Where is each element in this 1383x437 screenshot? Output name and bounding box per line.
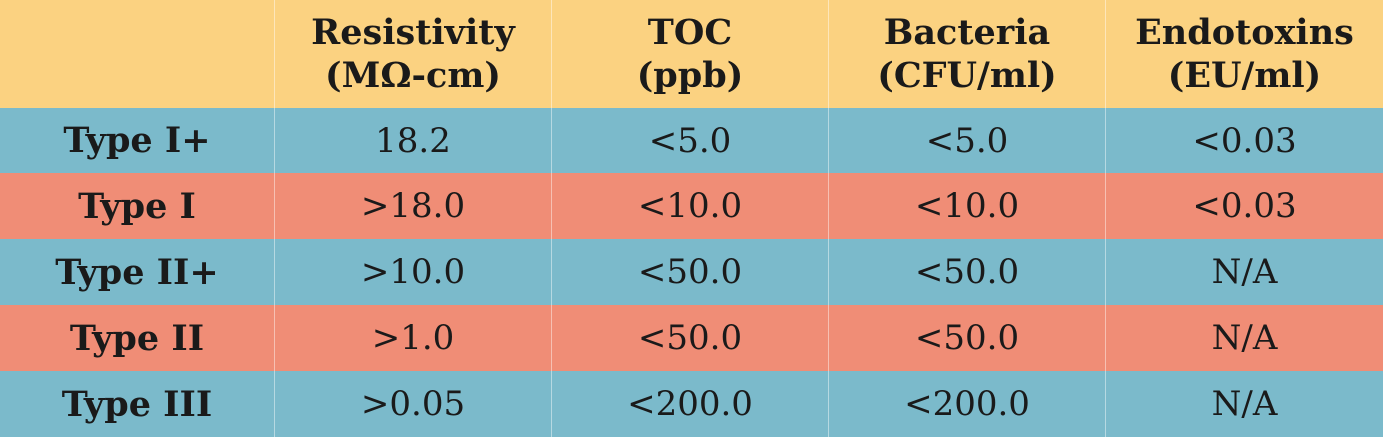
header-endotoxins: Endotoxins (EU/ml) bbox=[1106, 0, 1383, 108]
row-label-type-ii: Type II bbox=[0, 305, 275, 371]
cell-resistivity: >0.05 bbox=[275, 371, 552, 437]
row-label-type-i: Type I bbox=[0, 173, 275, 239]
cell-bacteria: <50.0 bbox=[829, 305, 1106, 371]
cell-resistivity: >1.0 bbox=[275, 305, 552, 371]
cell-endotoxins: <0.03 bbox=[1106, 173, 1383, 239]
cell-bacteria: <200.0 bbox=[829, 371, 1106, 437]
cell-endotoxins: N/A bbox=[1106, 371, 1383, 437]
cell-bacteria: <10.0 bbox=[829, 173, 1106, 239]
header-resistivity-title: Resistivity bbox=[311, 12, 515, 53]
cell-endotoxins: N/A bbox=[1106, 239, 1383, 305]
cell-endotoxins: N/A bbox=[1106, 305, 1383, 371]
header-resistivity: Resistivity (MΩ-cm) bbox=[275, 0, 552, 108]
row-label-type-ii-plus: Type II+ bbox=[0, 239, 275, 305]
cell-endotoxins: <0.03 bbox=[1106, 108, 1383, 173]
cell-bacteria: <5.0 bbox=[829, 108, 1106, 173]
cell-toc: <50.0 bbox=[552, 239, 829, 305]
header-resistivity-unit: (MΩ-cm) bbox=[325, 55, 501, 96]
header-corner-cell bbox=[0, 0, 275, 108]
cell-toc: <10.0 bbox=[552, 173, 829, 239]
cell-resistivity: 18.2 bbox=[275, 108, 552, 173]
cell-toc: <5.0 bbox=[552, 108, 829, 173]
header-endotoxins-unit: (EU/ml) bbox=[1167, 55, 1322, 96]
cell-resistivity: >10.0 bbox=[275, 239, 552, 305]
cell-bacteria: <50.0 bbox=[829, 239, 1106, 305]
cell-toc: <50.0 bbox=[552, 305, 829, 371]
header-endotoxins-title: Endotoxins bbox=[1135, 12, 1354, 53]
header-bacteria-title: Bacteria bbox=[883, 12, 1051, 53]
header-bacteria-unit: (CFU/ml) bbox=[877, 55, 1057, 96]
header-toc-title: TOC bbox=[647, 12, 733, 53]
cell-resistivity: >18.0 bbox=[275, 173, 552, 239]
row-label-type-iii: Type III bbox=[0, 371, 275, 437]
header-toc-unit: (ppb) bbox=[636, 55, 744, 96]
row-label-type-i-plus: Type I+ bbox=[0, 108, 275, 173]
header-toc: TOC (ppb) bbox=[552, 0, 829, 108]
cell-toc: <200.0 bbox=[552, 371, 829, 437]
header-bacteria: Bacteria (CFU/ml) bbox=[829, 0, 1106, 108]
